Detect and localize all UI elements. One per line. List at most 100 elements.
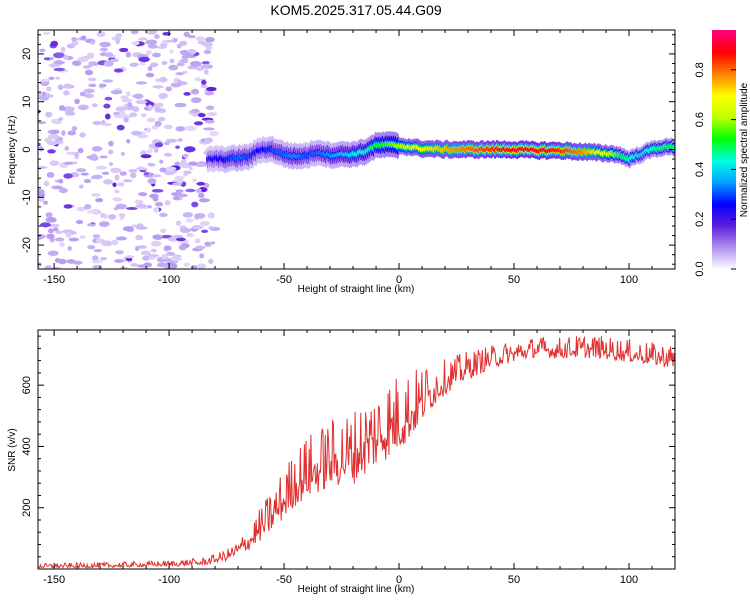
heatmap-noise-cell <box>84 204 92 210</box>
heatmap-noise-cell <box>55 76 60 80</box>
heatmap-noise-cell <box>194 213 206 219</box>
heatmap-noise-cell <box>191 108 200 114</box>
colorbar-strip <box>712 259 736 262</box>
heatmap-cells <box>38 30 675 269</box>
heatmap-noise-cell <box>183 92 191 96</box>
heatmap-noise-cell <box>184 125 197 131</box>
colorbar-strip <box>712 229 736 232</box>
heatmap-noise-cell <box>115 236 128 241</box>
colorbar-strip <box>712 243 736 246</box>
heatmap-noise-cell <box>54 237 65 242</box>
colorbar-strip <box>712 171 736 174</box>
heatmap-noise-cell <box>150 248 157 253</box>
heatmap-noise-cell <box>79 184 84 189</box>
heatmap-noise-cell <box>51 118 62 124</box>
heatmap-noise-cell <box>171 83 182 87</box>
heatmap-noise-cell <box>177 79 182 83</box>
colorbar-strip <box>712 85 736 89</box>
heatmap-noise-cell <box>113 111 121 116</box>
heatmap-noise-cell <box>45 217 57 223</box>
heatmap-noise-cell <box>95 198 104 203</box>
heatmap-noise-cell <box>38 262 42 268</box>
heatmap-noise-cell <box>76 206 87 212</box>
heatmap-noise-cell <box>129 112 138 117</box>
heatmap-noise-cell <box>91 193 101 197</box>
heatmap-noise-cell <box>47 250 59 256</box>
heatmap-noise-cell <box>66 43 76 49</box>
colorbar-strip <box>712 63 736 67</box>
heatmap-noise-cell <box>45 111 53 118</box>
colorbar-strip <box>712 265 736 268</box>
heatmap-noise-cell <box>201 80 207 85</box>
colorbar-strip <box>712 211 736 214</box>
colorbar-strip <box>712 67 736 71</box>
heatmap-noise-cell <box>159 76 168 83</box>
y-tick-label: -10 <box>21 189 33 205</box>
colorbar-strip <box>712 241 736 244</box>
colorbar-strip <box>712 41 736 45</box>
heatmap-noise-cell <box>164 170 175 176</box>
heatmap-noise-cell <box>162 32 171 36</box>
x-tick-label: 0 <box>396 574 402 586</box>
heatmap-noise-cell <box>180 58 189 64</box>
colorbar-strip <box>712 221 736 224</box>
colorbar-strip <box>712 183 736 186</box>
colorbar-strip <box>712 91 736 95</box>
heatmap-noise-cell <box>63 54 69 60</box>
heatmap-noise-cell <box>119 217 124 221</box>
colorbar-strip <box>712 51 736 55</box>
heatmap-noise-cell <box>91 260 103 264</box>
heatmap-noise-cell <box>176 62 185 67</box>
colorbar-strip <box>712 253 736 256</box>
heatmap-noise-cell <box>170 256 183 261</box>
colorbar-strip <box>712 93 736 97</box>
colorbar-strip <box>712 159 736 163</box>
heatmap-noise-cell <box>166 39 173 43</box>
heatmap-noise-cell <box>161 254 169 260</box>
heatmap-noise-cell <box>49 160 60 166</box>
colorbar-strip <box>712 59 736 63</box>
heatmap-noise-cell <box>185 188 196 193</box>
colorbar-strip <box>712 219 736 222</box>
heatmap-noise-cell <box>62 106 75 113</box>
heatmap-noise-cell <box>103 103 111 109</box>
colorbar-strip <box>712 251 736 254</box>
heatmap-noise-cell <box>115 203 127 210</box>
colorbar-strip <box>712 237 736 240</box>
heatmap-noise-cell <box>46 86 52 92</box>
heatmap-noise-cell <box>205 119 215 124</box>
heatmap-noise-cell <box>110 90 123 95</box>
heatmap-noise-cell <box>200 83 208 89</box>
heatmap-noise-cell <box>138 37 148 41</box>
heatmap-noise-cell <box>100 257 107 261</box>
x-tick-label: -100 <box>158 274 180 286</box>
heatmap-noise-cell <box>188 166 193 171</box>
heatmap-noise-cell <box>159 159 164 164</box>
heatmap-noise-cell <box>99 47 108 52</box>
heatmap-noise-cell <box>182 212 193 218</box>
heatmap-noise-cell <box>77 104 89 111</box>
heatmap-noise-cell <box>93 249 103 253</box>
spectrogram-xlabel: Height of straight line (km) <box>298 284 415 295</box>
colorbar-strip <box>712 199 736 202</box>
colorbar-strip <box>712 55 736 59</box>
y-tick-label: -20 <box>21 237 33 253</box>
heatmap-noise-cell <box>40 78 51 82</box>
heatmap-noise-cell <box>168 64 179 71</box>
colorbar-strip <box>712 57 736 61</box>
heatmap-noise-cell <box>119 47 129 53</box>
heatmap-noise-cell <box>197 192 205 199</box>
heatmap-noise-cell <box>79 132 86 138</box>
heatmap-noise-cell <box>130 172 137 179</box>
heatmap-noise-cell <box>201 229 209 233</box>
colorbar: 0.0 0.2 0.4 0.6 0.8 Normalized spectral ampl… <box>694 30 750 277</box>
heatmap-noise-cell <box>128 169 138 173</box>
heatmap-noise-cell <box>55 230 63 234</box>
colorbar-strip <box>712 101 736 105</box>
heatmap-noise-cell <box>89 40 96 45</box>
colorbar-strip <box>712 131 736 135</box>
heatmap-noise-cell <box>176 43 182 49</box>
heatmap-noise-cell <box>102 79 114 83</box>
heatmap-noise-cell <box>38 121 47 125</box>
